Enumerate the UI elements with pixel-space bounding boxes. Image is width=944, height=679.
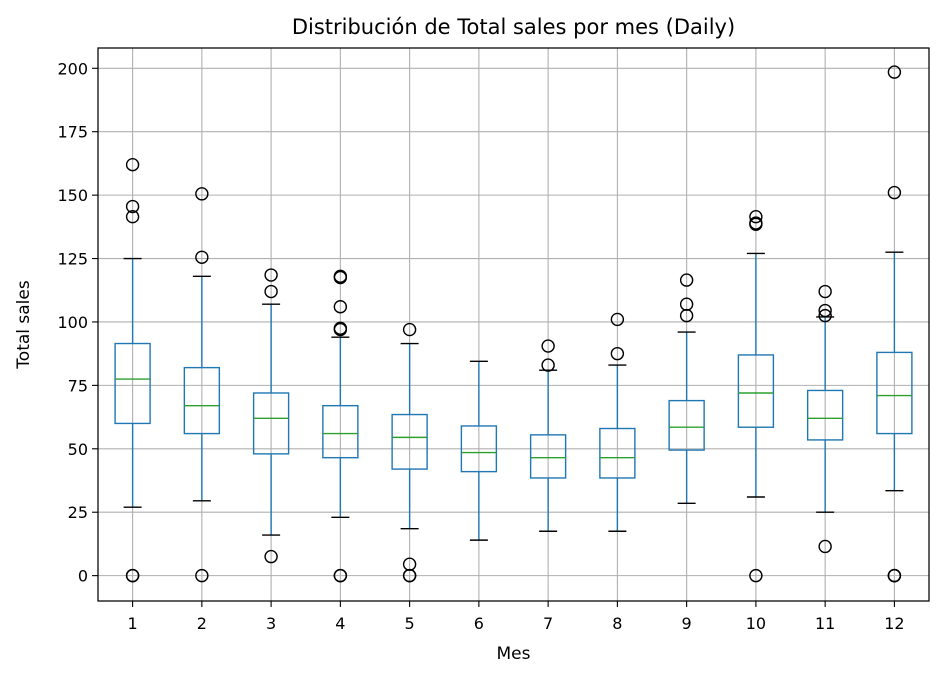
- outlier-point: [195, 568, 209, 583]
- outlier-point: [195, 250, 209, 264]
- chart-title: Distribución de Total sales por mes (Dai…: [292, 15, 735, 39]
- outlier-point: [125, 568, 140, 583]
- outlier-point: [333, 321, 348, 336]
- iqr-box: [806, 389, 844, 441]
- x-tick-label: 6: [474, 614, 484, 633]
- outlier-point: [541, 358, 555, 372]
- box-group: [391, 322, 428, 583]
- iqr-box: [391, 413, 428, 470]
- y-axis-label: Total sales: [14, 280, 34, 370]
- x-tick-label: 9: [682, 614, 692, 633]
- outlier-point: [679, 273, 694, 287]
- outlier-point: [610, 346, 625, 361]
- x-tick-label: 3: [266, 614, 276, 633]
- y-tick-label: 100: [57, 313, 88, 332]
- outlier-point: [402, 322, 417, 337]
- outlier-point: [818, 308, 832, 323]
- y-tick-label: 25: [68, 503, 88, 522]
- y-tick-label: 150: [57, 186, 88, 205]
- outlier-point: [333, 269, 348, 284]
- outlier-point: [887, 65, 902, 79]
- outlier-point: [749, 568, 763, 583]
- x-tick-label: 8: [612, 614, 622, 633]
- box-group: [183, 187, 221, 583]
- y-tick-label: 175: [57, 123, 88, 142]
- y-tick-label: 200: [57, 59, 88, 78]
- outlier-point: [264, 284, 278, 299]
- box-group: [806, 284, 844, 554]
- grid-lines: [98, 48, 929, 601]
- y-tick-label: 0: [78, 567, 88, 586]
- axes-frame: [97, 47, 930, 602]
- iqr-box: [737, 354, 775, 428]
- box-group: [252, 268, 290, 564]
- iqr-box: [114, 342, 151, 425]
- box-group: [114, 157, 151, 583]
- x-tick-label: 10: [746, 614, 766, 633]
- outlier-point: [333, 568, 348, 583]
- x-tick-label: 12: [884, 614, 904, 633]
- outlier-point: [818, 303, 832, 318]
- x-tick-label: 2: [197, 614, 207, 633]
- outlier-point: [887, 185, 902, 200]
- outlier-point: [125, 157, 140, 172]
- plot-area: [114, 65, 913, 583]
- iqr-box: [529, 434, 567, 479]
- iqr-box: [252, 392, 290, 455]
- iqr-box: [183, 366, 221, 435]
- outlier-point: [610, 312, 625, 327]
- outlier-point: [541, 339, 555, 353]
- outlier-point: [818, 284, 832, 299]
- box-group: [668, 273, 705, 505]
- x-axis-label: Mes: [497, 644, 531, 664]
- iqr-box: [668, 399, 705, 451]
- x-tick-label: 1: [128, 614, 138, 633]
- iqr-box: [460, 425, 498, 473]
- y-tick-label: 75: [68, 376, 88, 395]
- box-group: [876, 65, 913, 583]
- outlier-point: [679, 297, 694, 311]
- outlier-point: [195, 187, 209, 201]
- iqr-box: [599, 427, 636, 479]
- outlier-point: [887, 568, 902, 583]
- box-group: [599, 312, 636, 532]
- outlier-point: [333, 300, 348, 314]
- x-tick-label: 11: [815, 614, 835, 633]
- outlier-point: [264, 549, 278, 564]
- x-tick-label: 4: [335, 614, 345, 633]
- iqr-box: [876, 351, 913, 435]
- box-group: [460, 360, 498, 541]
- y-tick-label: 50: [68, 440, 88, 459]
- box-group: [529, 339, 567, 532]
- x-tick-label: 7: [543, 614, 553, 633]
- outlier-point: [749, 216, 763, 230]
- y-tick-label: 125: [57, 250, 88, 269]
- iqr-box: [322, 404, 359, 459]
- x-tick-label: 5: [405, 614, 415, 633]
- outlier-point: [264, 268, 278, 282]
- box-group: [322, 269, 359, 583]
- box-group: [737, 209, 775, 583]
- outlier-point: [818, 539, 832, 554]
- outlier-point: [749, 209, 763, 224]
- outlier-point: [125, 199, 140, 214]
- outlier-point: [125, 209, 140, 224]
- outlier-point: [402, 557, 417, 571]
